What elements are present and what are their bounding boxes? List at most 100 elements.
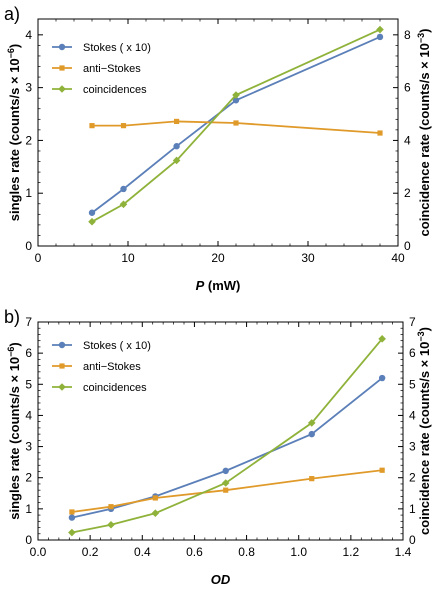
y2-axis-title-exp: −3 bbox=[416, 331, 426, 341]
panel-label: b) bbox=[4, 307, 20, 327]
data-point bbox=[88, 217, 96, 226]
y2-tick-label: 0 bbox=[409, 533, 416, 547]
y-axis-title-close: ) bbox=[7, 342, 22, 346]
y-tick-label: 2 bbox=[25, 133, 32, 147]
data-point bbox=[379, 467, 385, 473]
data-point bbox=[152, 495, 158, 501]
data-point bbox=[232, 97, 240, 104]
data-point bbox=[107, 520, 115, 529]
data-point bbox=[68, 514, 76, 521]
y-tick-label: 5 bbox=[25, 377, 32, 391]
legend-entry: anti−Stokes bbox=[83, 63, 141, 75]
legend-marker bbox=[59, 65, 65, 71]
data-point bbox=[223, 487, 229, 493]
data-point bbox=[221, 479, 230, 487]
series-2 bbox=[89, 118, 383, 136]
data-point bbox=[376, 33, 384, 41]
data-point bbox=[120, 185, 127, 193]
data-point bbox=[119, 200, 128, 209]
y-tick-label: 7 bbox=[25, 315, 32, 329]
series-line bbox=[71, 469, 383, 513]
legend: Stokes ( x 10) anti−Stokes coincidences bbox=[52, 340, 151, 394]
legend-marker bbox=[59, 363, 65, 369]
y2-axis-title-close: ) bbox=[417, 29, 432, 33]
x-tick-label: 1.2 bbox=[343, 545, 360, 559]
x-axis-title-var: OD bbox=[211, 572, 231, 587]
y2-tick-label: 7 bbox=[409, 315, 416, 329]
y-axis-title: singles rate (counts/s × 10−6) bbox=[6, 44, 22, 222]
y2-axis-title: coincidence rate (counts/s × 10−3) bbox=[416, 327, 432, 535]
legend-marker bbox=[58, 43, 66, 51]
y-tick-label: 3 bbox=[25, 440, 32, 454]
y2-tick-label: 6 bbox=[404, 81, 411, 95]
x-tick-label: 0.6 bbox=[186, 545, 203, 559]
data-point bbox=[376, 25, 384, 34]
x-tick-label: 0 bbox=[35, 251, 42, 265]
y2-axis-title-close: ) bbox=[417, 327, 432, 331]
x-tick-label: 0.2 bbox=[82, 545, 99, 559]
series-1 bbox=[68, 374, 386, 521]
y-axis-title-main: singles rate (counts/s × 10 bbox=[7, 58, 22, 221]
y2-tick-label: 6 bbox=[409, 346, 416, 360]
x-axis-title-var: P bbox=[196, 278, 205, 293]
data-point bbox=[69, 509, 75, 515]
data-point bbox=[378, 335, 386, 343]
y-axis-title-exp: −6 bbox=[6, 48, 16, 58]
data-point bbox=[173, 143, 180, 150]
x-axis-title-unit: (mW) bbox=[204, 278, 240, 293]
panel-label: a) bbox=[4, 4, 20, 24]
y-tick-label: 1 bbox=[25, 502, 32, 516]
y2-tick-label: 2 bbox=[409, 471, 416, 485]
legend-marker bbox=[58, 85, 66, 93]
series-line bbox=[91, 28, 381, 223]
y-axis-title-close: ) bbox=[7, 44, 22, 48]
x-tick-label: 1.0 bbox=[290, 545, 307, 559]
legend-entry: anti−Stokes bbox=[83, 361, 141, 373]
x-axis-title: P (mW) bbox=[196, 278, 241, 293]
y-tick-label: 3 bbox=[25, 81, 32, 95]
data-point bbox=[377, 130, 383, 136]
chart-panel-2: b)0.0 0.2 0.4 0.6 0.8 1.0 1.2 1.401234567012345… bbox=[4, 307, 432, 587]
y2-tick-label: 2 bbox=[404, 186, 411, 200]
x-tick-label: 20 bbox=[211, 251, 225, 265]
data-point bbox=[232, 91, 240, 99]
y-tick-label: 1 bbox=[25, 186, 32, 200]
y-axis-title: singles rate (counts/s × 10−6) bbox=[6, 342, 22, 520]
data-point bbox=[307, 419, 316, 427]
y2-tick-label: 1 bbox=[409, 502, 416, 516]
data-point bbox=[68, 528, 76, 537]
y-axis-title-main: singles rate (counts/s × 10 bbox=[7, 357, 22, 520]
x-tick-label: 0.4 bbox=[134, 545, 151, 559]
series-3 bbox=[68, 335, 386, 537]
x-tick-label: 1.4 bbox=[395, 545, 412, 559]
data-point bbox=[233, 120, 239, 126]
y-axis-title-exp: −6 bbox=[6, 347, 16, 357]
data-point bbox=[120, 123, 127, 129]
data-point bbox=[151, 509, 160, 518]
y2-axis-title-main: coincidence rate (counts/s × 10 bbox=[417, 43, 432, 236]
y-tick-label: 4 bbox=[25, 28, 32, 42]
y2-tick-label: 3 bbox=[409, 440, 416, 454]
y2-tick-label: 8 bbox=[404, 28, 411, 42]
series-2 bbox=[69, 467, 385, 515]
data-point bbox=[89, 123, 95, 129]
y-tick-label: 6 bbox=[25, 346, 32, 360]
data-point bbox=[172, 156, 181, 165]
y-tick-label: 2 bbox=[25, 471, 32, 485]
data-point bbox=[309, 476, 315, 482]
data-point bbox=[174, 118, 180, 125]
data-point bbox=[88, 209, 96, 216]
y2-axis-title-exp: −3 bbox=[416, 33, 426, 43]
x-axis-title: OD bbox=[211, 572, 231, 587]
legend-entry: Stokes ( x 10) bbox=[83, 340, 151, 352]
y2-axis-title-main: coincidence rate (counts/s × 10 bbox=[417, 342, 432, 535]
x-tick-label: 40 bbox=[391, 251, 405, 265]
legend-marker bbox=[58, 341, 66, 349]
legend-entry: coincidences bbox=[83, 84, 147, 96]
series-3 bbox=[88, 25, 384, 226]
y2-tick-label: 0 bbox=[404, 239, 411, 253]
legend-entry: Stokes ( x 10) bbox=[83, 42, 151, 54]
plot-frame bbox=[37, 321, 404, 541]
legend: Stokes ( x 10) anti−Stokes coincidences bbox=[52, 42, 151, 96]
